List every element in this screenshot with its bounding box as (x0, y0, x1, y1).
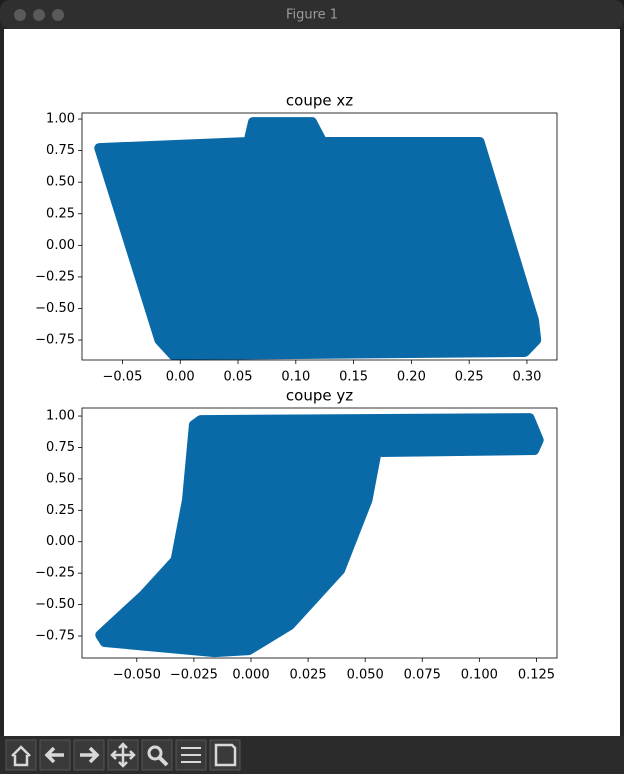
chart-title: coupe xz (286, 92, 353, 110)
y-tick-label: 0.75 (46, 143, 75, 158)
axes-frame (81, 112, 558, 361)
chart-title: coupe yz (286, 387, 353, 405)
x-tick-label: −0.025 (170, 668, 218, 683)
x-tick-label: 0.15 (339, 370, 368, 385)
x-tick-label: −0.050 (113, 668, 161, 683)
y-tick-label: 0.00 (46, 238, 75, 253)
x-tick-label: 0.125 (518, 668, 555, 683)
y-tick-label: 0.25 (46, 206, 75, 221)
x-tick-label: 0.10 (281, 370, 310, 385)
y-tick-label: 0.75 (46, 440, 75, 455)
x-tick-label: 0.20 (397, 370, 426, 385)
zoom-icon-handle (158, 756, 169, 767)
back-icon (44, 746, 64, 764)
x-tick-label: 0.050 (347, 668, 384, 683)
y-tick-label: −0.25 (35, 269, 75, 284)
zoom-button[interactable] (52, 9, 64, 21)
x-tick-label: 0.00 (166, 370, 195, 385)
x-tick-label: 0.025 (289, 668, 326, 683)
x-tick-label: −0.05 (103, 370, 143, 385)
zoom-tool-button[interactable] (141, 739, 173, 771)
x-tick-label: 0.30 (512, 370, 541, 385)
x-tick-label: 0.075 (404, 668, 441, 683)
y-tick-label: 0.25 (46, 503, 75, 518)
x-tick-label: 0.100 (461, 668, 498, 683)
save-icon (214, 743, 237, 767)
close-button[interactable] (14, 9, 26, 21)
configure-icon (181, 747, 201, 763)
minimize-button[interactable] (33, 9, 45, 21)
zoom-icon (147, 745, 163, 761)
title-bar (0, 0, 624, 29)
y-tick-label: 0.50 (46, 175, 75, 190)
toolbar-buttons (5, 739, 241, 771)
y-tick-label: −0.75 (35, 629, 75, 644)
y-tick-label: 0.50 (46, 471, 75, 486)
forward-icon (80, 746, 100, 764)
y-tick-label: −0.50 (35, 301, 75, 316)
x-tick-label: 0.25 (455, 370, 484, 385)
y-tick-label: 0.00 (46, 534, 75, 549)
point-cloud (95, 413, 544, 658)
home-icon (11, 745, 31, 767)
point-cloud (94, 117, 542, 361)
y-tick-label: −0.25 (35, 566, 75, 581)
axes-frame (81, 407, 558, 659)
y-tick-label: 1.00 (46, 112, 75, 127)
y-tick-label: 1.00 (46, 409, 75, 424)
window-title: Figure 1 (286, 8, 338, 23)
y-tick-label: −0.75 (35, 333, 75, 348)
y-tick-label: −0.50 (35, 597, 75, 612)
x-tick-label: 0.05 (224, 370, 253, 385)
pan-icon (110, 742, 136, 768)
x-tick-label: 0.000 (232, 668, 269, 683)
